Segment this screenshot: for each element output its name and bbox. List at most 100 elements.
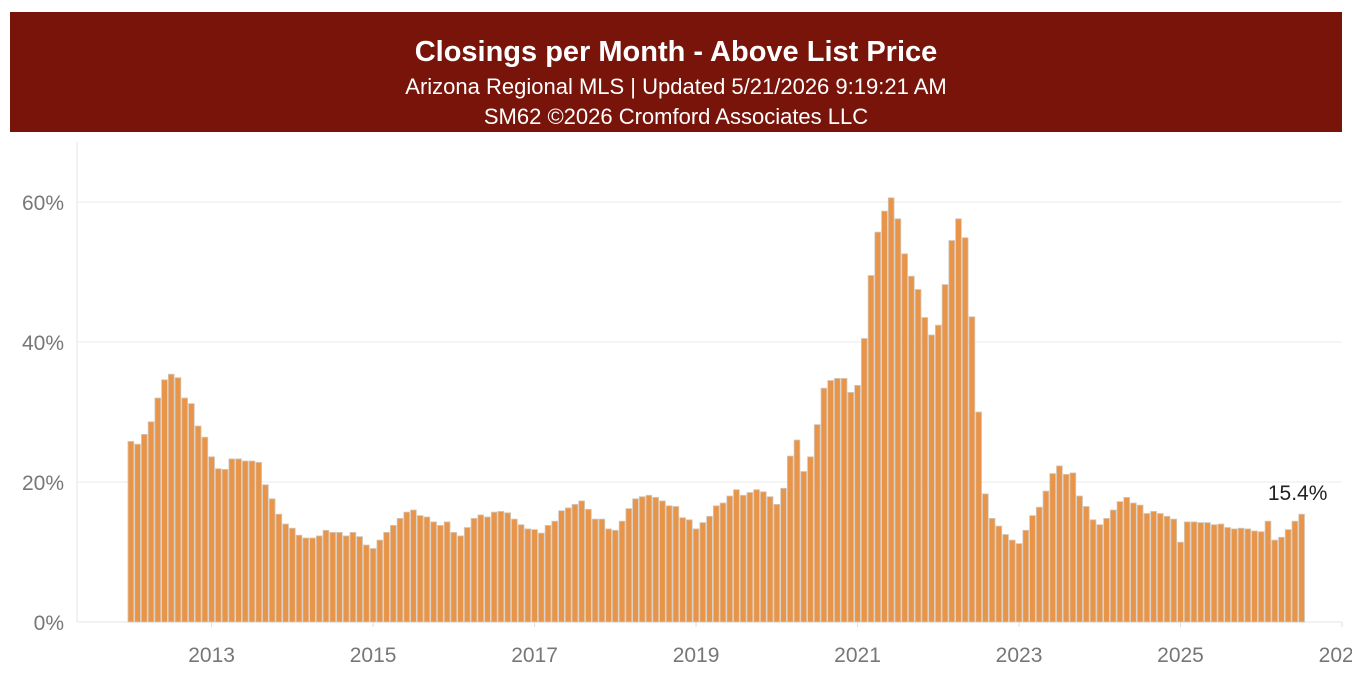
bar	[968, 316, 976, 623]
bar	[934, 324, 942, 623]
bar	[423, 516, 431, 623]
bar	[827, 380, 834, 623]
bar	[1136, 504, 1144, 623]
bar	[1197, 522, 1205, 623]
bar	[416, 515, 424, 623]
x-tick-label: 2023	[996, 644, 1043, 667]
bars	[127, 197, 1305, 623]
bar	[228, 458, 236, 623]
chart-subtitle-copyright: SM62 ©2026 Cromford Associates LLC	[483, 104, 869, 129]
bar	[396, 518, 404, 623]
bar	[1217, 523, 1225, 623]
bar	[356, 536, 363, 623]
bar	[706, 515, 713, 623]
bar	[1224, 527, 1231, 623]
bar	[699, 522, 707, 623]
bar	[908, 275, 915, 623]
bar	[1163, 515, 1171, 623]
bar	[820, 387, 828, 623]
bar	[679, 517, 686, 623]
bar	[632, 498, 639, 623]
bar	[490, 511, 498, 623]
bar	[921, 317, 929, 623]
bar	[410, 509, 417, 623]
bar	[315, 535, 323, 623]
bar	[194, 425, 202, 623]
bar	[369, 548, 377, 623]
bar	[282, 523, 289, 623]
bar	[867, 275, 875, 623]
bar	[1083, 506, 1090, 623]
bar	[578, 500, 585, 623]
bar	[995, 525, 1003, 623]
bar	[241, 460, 249, 623]
bar	[1251, 530, 1258, 623]
bar	[558, 510, 565, 623]
bar	[1076, 495, 1083, 623]
bar	[975, 411, 982, 623]
bar	[1062, 473, 1070, 623]
bar	[403, 511, 411, 623]
bar	[941, 284, 949, 623]
bar	[336, 532, 343, 623]
bar	[437, 525, 444, 623]
y-tick-labels: 0% 20% 40% 60%	[22, 192, 64, 635]
bar	[665, 505, 673, 623]
bar	[1244, 528, 1252, 623]
bar	[901, 253, 908, 623]
chart-title: Closings per Month - Above List Price	[414, 36, 938, 68]
bar	[477, 514, 485, 623]
bar	[511, 518, 518, 623]
bar	[322, 529, 330, 623]
bar	[746, 492, 754, 623]
chart-subtitle-source: Arizona Regional MLS | Updated 5/21/2026…	[405, 74, 947, 99]
bar	[154, 397, 162, 623]
bar	[961, 237, 969, 623]
bar	[739, 494, 747, 623]
bar	[1237, 527, 1245, 623]
gridlines	[77, 201, 1342, 483]
bar	[1284, 529, 1292, 623]
bar	[1177, 541, 1184, 623]
y-tick-label: 20%	[22, 472, 64, 495]
bar	[376, 539, 384, 623]
bar	[268, 498, 276, 623]
bar	[625, 508, 633, 623]
bar	[1143, 513, 1151, 623]
bar	[813, 424, 821, 623]
bar	[188, 403, 195, 623]
x-tick-label: 2021	[834, 644, 881, 667]
bar	[1103, 518, 1110, 623]
bar	[1231, 528, 1238, 623]
bar	[988, 518, 996, 623]
bar	[847, 391, 855, 623]
bar	[1035, 506, 1043, 623]
bar	[955, 218, 962, 623]
x-tick-label: 2017	[511, 644, 558, 667]
x-tick-label: 2027	[1319, 644, 1352, 667]
bar	[1264, 520, 1272, 623]
bar	[1116, 501, 1124, 623]
bar	[363, 544, 370, 623]
bar	[295, 534, 303, 623]
y-tick-label: 0%	[34, 612, 64, 635]
bar	[1183, 521, 1191, 623]
bar	[208, 456, 215, 623]
bar	[248, 460, 256, 623]
bar	[309, 537, 316, 623]
bar	[1170, 518, 1178, 623]
bar	[874, 231, 882, 623]
bar	[181, 397, 188, 623]
bar	[645, 494, 653, 623]
bar	[342, 535, 350, 623]
bar	[659, 500, 666, 623]
bar	[1150, 510, 1157, 623]
bar	[215, 468, 222, 623]
bar	[773, 503, 781, 623]
bar	[982, 493, 989, 623]
bar	[712, 505, 720, 623]
bar	[894, 218, 902, 623]
bar	[605, 528, 612, 623]
bar	[1049, 473, 1056, 623]
